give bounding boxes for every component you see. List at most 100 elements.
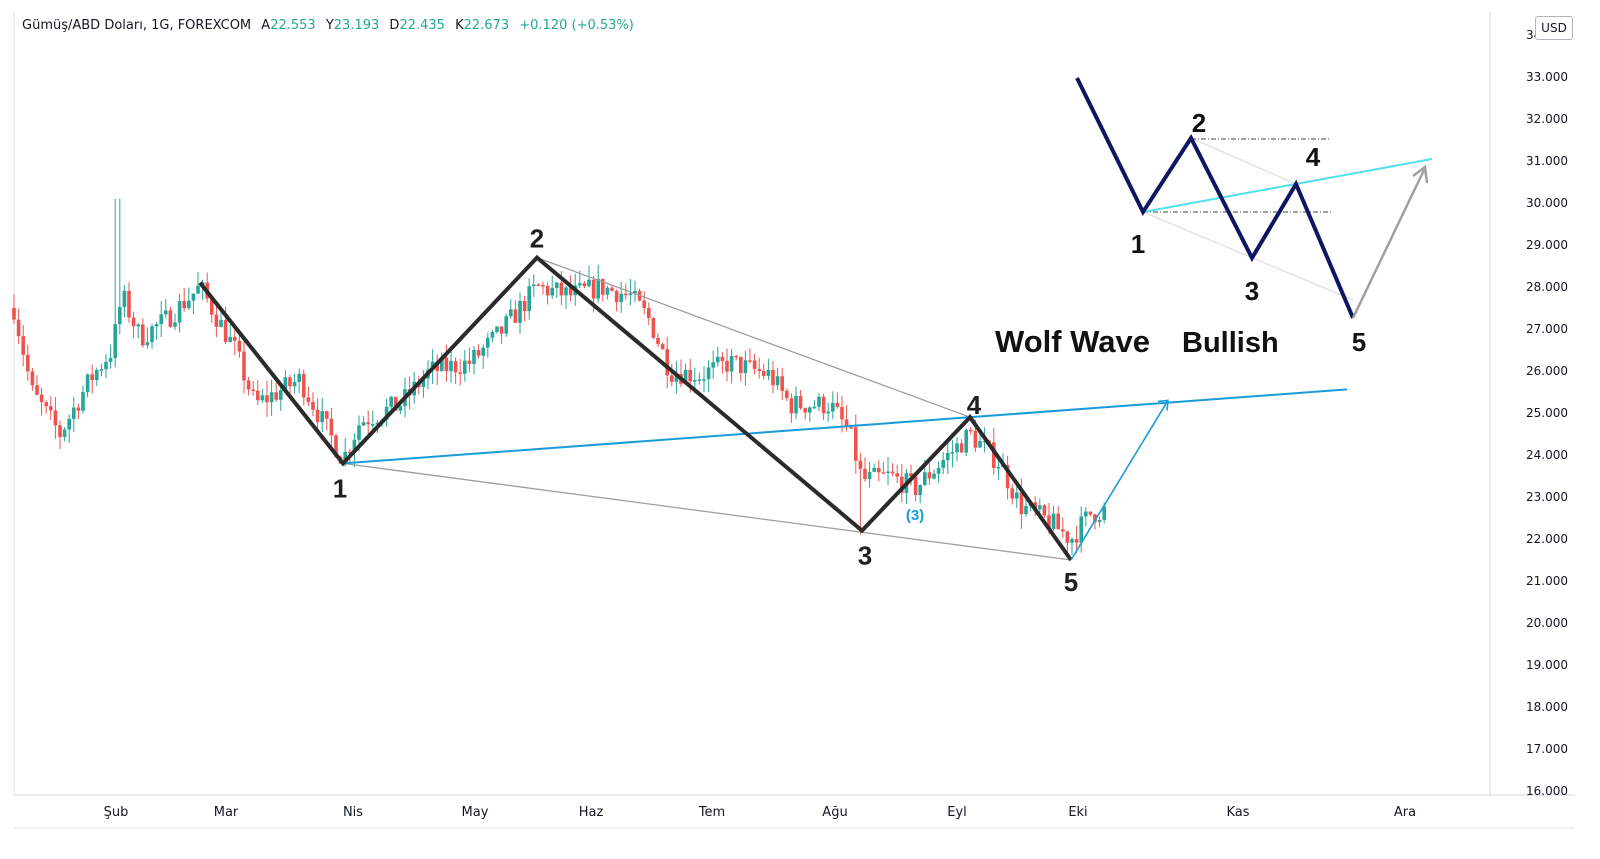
candle-body	[113, 324, 117, 359]
candle-body	[973, 430, 978, 448]
inset-target-arrow	[1351, 169, 1426, 319]
candle-body	[219, 319, 223, 327]
candle-body	[30, 371, 35, 386]
candle-body	[706, 367, 711, 380]
candle-body	[453, 361, 458, 373]
x-tick-label: May	[462, 805, 489, 820]
candle-body	[555, 282, 559, 288]
candle-body	[1056, 513, 1060, 530]
candle-body	[223, 319, 228, 343]
candle-body	[302, 373, 306, 398]
candle-body	[762, 370, 766, 376]
candle-body	[716, 356, 720, 363]
candle-body	[854, 427, 858, 461]
candle-body	[881, 472, 886, 474]
y-tick-label: 27.000	[1526, 322, 1568, 336]
candle-body	[196, 285, 200, 294]
change-value: +0.120 (+0.53%)	[519, 18, 634, 33]
candle-body	[168, 310, 173, 327]
candle-body	[702, 379, 706, 381]
candle-body	[191, 293, 196, 301]
inset-wave-line	[1075, 77, 1355, 319]
symbol-name: Gümüş/ABD Doları, 1G, FOREXCOM	[22, 18, 252, 33]
candle-body	[536, 284, 541, 287]
wave-point-label: 3	[858, 541, 872, 571]
candle-body	[127, 290, 131, 318]
candle-body	[591, 279, 596, 299]
candle-body	[495, 326, 499, 332]
x-tick-label: Kas	[1226, 805, 1249, 820]
candle-body	[872, 467, 876, 472]
candle-body	[863, 468, 867, 479]
candle-body	[62, 429, 67, 437]
candle-body	[99, 369, 104, 371]
candle-body	[670, 375, 674, 382]
candle-body	[265, 395, 269, 403]
candle-body	[785, 390, 789, 399]
candle-body	[789, 398, 794, 414]
candle-body	[982, 440, 987, 443]
x-tick-label: Nis	[343, 805, 363, 820]
candle-body	[532, 284, 536, 287]
inset-lower-boundary	[1142, 211, 1354, 301]
wolf-wave-line	[198, 254, 1073, 562]
candle-body	[596, 278, 600, 299]
candle-body	[76, 407, 81, 411]
target-arrow	[1070, 399, 1169, 561]
candle-body	[1033, 502, 1037, 510]
candle-body	[564, 287, 568, 296]
candle-body	[619, 293, 623, 303]
candle-body	[104, 361, 108, 370]
candle-body	[614, 290, 619, 303]
candle-body	[858, 460, 863, 469]
candle-body	[108, 358, 113, 362]
candle-body	[729, 355, 734, 372]
candle-body	[545, 285, 550, 296]
candle-body	[72, 407, 76, 419]
candle-body	[334, 435, 338, 457]
candle-body	[780, 376, 784, 391]
candle-body	[1047, 515, 1051, 529]
candle-body	[665, 349, 669, 376]
candle-body	[840, 407, 844, 420]
inset-point-label: 4	[1306, 142, 1321, 172]
candle-body	[16, 319, 21, 337]
candle-body	[771, 369, 775, 386]
candle-body	[849, 427, 853, 429]
candle-body	[550, 287, 554, 296]
inset-point-label: 2	[1192, 108, 1206, 138]
candle-body	[766, 369, 771, 376]
candle-body	[568, 287, 573, 296]
candle-body	[173, 322, 177, 327]
lower-boundary-line	[342, 462, 1072, 561]
y-tick-label: 18.000	[1526, 700, 1568, 714]
candle-body	[389, 396, 393, 407]
candle-body	[26, 354, 30, 372]
currency-badge[interactable]: USD	[1535, 16, 1573, 40]
y-tick-label: 17.000	[1526, 742, 1568, 756]
candle-body	[141, 324, 145, 346]
high-value: 23.193	[333, 18, 380, 33]
candle-body	[242, 351, 246, 381]
symbol-header: Gümüş/ABD Doları, 1G, FOREXCOM A22.553 Y…	[22, 18, 634, 33]
candle-body	[131, 317, 136, 327]
candle-body	[656, 337, 660, 345]
candle-body	[757, 368, 761, 371]
candle-body	[559, 282, 564, 296]
candle-body	[697, 379, 702, 381]
candle-body	[1042, 505, 1047, 516]
candle-body	[628, 293, 633, 295]
candle-body	[743, 360, 748, 374]
candle-body	[798, 395, 803, 409]
candle-body	[122, 290, 127, 308]
candle-body	[775, 376, 780, 386]
x-tick-label: Eki	[1068, 805, 1087, 820]
candle-body	[384, 406, 389, 420]
candle-body	[527, 286, 531, 312]
candle-body	[1019, 492, 1024, 515]
candle-body	[950, 452, 955, 454]
candle-body	[1070, 539, 1074, 543]
candle-body	[992, 442, 996, 468]
x-tick-label: Ara	[1394, 805, 1416, 820]
